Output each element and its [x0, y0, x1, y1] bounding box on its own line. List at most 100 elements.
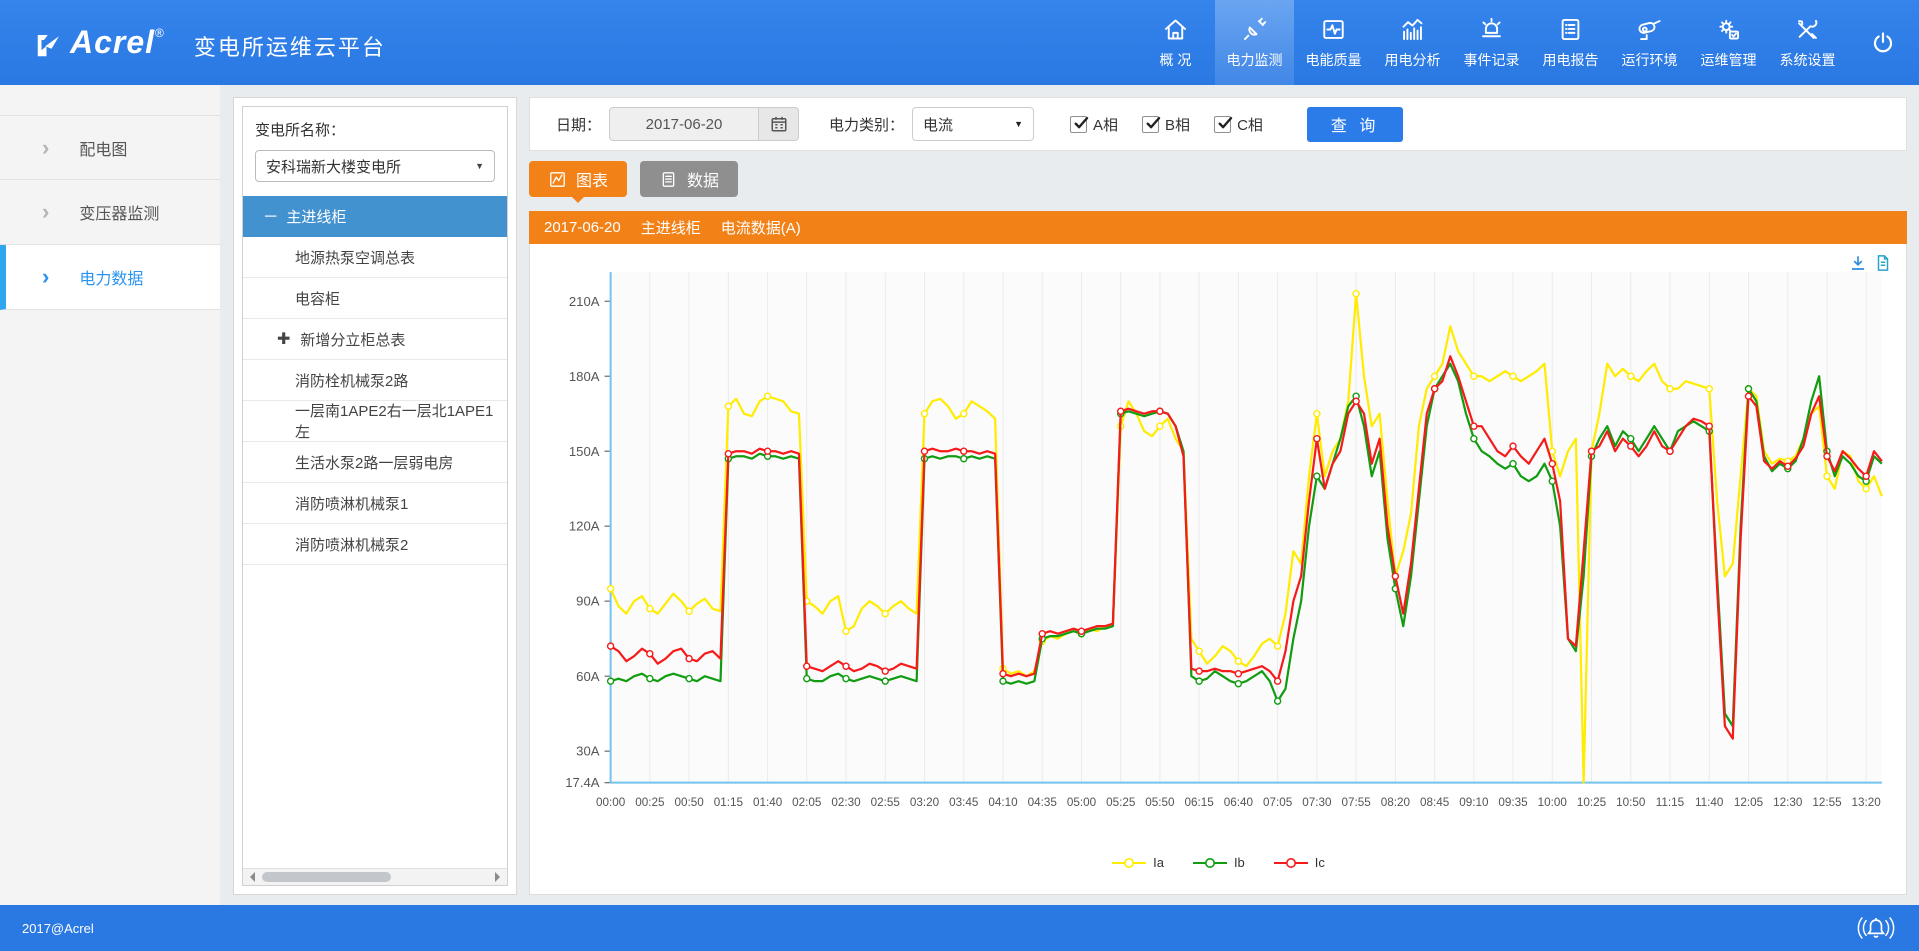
category-label: 电力类别： [829, 116, 905, 134]
tree-node[interactable]: ✚ 新增分立柜总表 [243, 319, 507, 360]
tree-node-label: 新增分立柜总表 [300, 331, 406, 349]
legend-marker-icon [1112, 857, 1147, 868]
nav-item-overview[interactable]: 概 况 [1136, 0, 1215, 85]
svg-text:13:20: 13:20 [1852, 796, 1882, 809]
legend-marker-icon [1192, 857, 1227, 868]
logo-registered-mark: ® [155, 26, 164, 40]
scrollbar-track[interactable] [260, 869, 490, 885]
sidebar-item-power-data[interactable]: › 电力数据 [0, 245, 220, 310]
checkbox-box[interactable] [1214, 115, 1233, 133]
line-chart[interactable]: 00:00 00:25 00:50 01:15 01:40 02:05 02:30 02:55… [542, 258, 1894, 853]
chart-card: 00:00 00:25 00:50 01:15 01:40 02:05 02:30 02:55… [529, 244, 1907, 895]
checkbox-box[interactable] [1070, 115, 1089, 133]
calendar-button[interactable] [759, 107, 800, 141]
svg-text:11:40: 11:40 [1695, 796, 1724, 809]
chevron-down-icon: ▼ [475, 161, 484, 171]
logout-button[interactable] [1847, 30, 1919, 56]
svg-text:210A: 210A [569, 294, 600, 309]
nav-item-power-quality[interactable]: 电能质量 [1294, 0, 1373, 85]
svg-text:12:55: 12:55 [1812, 796, 1842, 809]
power-category-select[interactable]: 电流 ▼ [912, 107, 1035, 141]
query-toolbar: 日期： 2017-06-20 电力类别： 电流 ▼ A相 B相 [529, 97, 1907, 151]
svg-text:05:50: 05:50 [1145, 796, 1175, 809]
svg-text:04:35: 04:35 [1028, 796, 1058, 809]
legend-item-Ia[interactable]: Ia [1111, 855, 1164, 870]
tree-horizontal-scrollbar[interactable] [243, 868, 507, 885]
svg-text:02:30: 02:30 [831, 796, 861, 809]
svg-text:17.4A: 17.4A [565, 775, 600, 790]
legend-item-Ib[interactable]: Ib [1192, 855, 1245, 870]
tree-node[interactable]: 电容柜 [243, 278, 507, 319]
station-select-value: 安科瑞新大楼变电所 [266, 158, 402, 176]
tree-node[interactable]: 消防喷淋机械泵2 [243, 524, 507, 565]
chart-legend: Ia Ib Ic [542, 855, 1894, 870]
left-sidebar: › 配电图 › 变压器监测 › 电力数据 [0, 85, 220, 905]
nav-item-energy-report[interactable]: 用电报告 [1531, 0, 1610, 85]
svg-text:00:00: 00:00 [596, 796, 626, 809]
checkbox-phase-b[interactable]: B相 [1142, 114, 1190, 135]
tree-node[interactable]: ─ 主进线柜 [243, 196, 507, 237]
power-quality-icon [1320, 16, 1347, 43]
scrollbar-thumb[interactable] [262, 872, 391, 882]
nav-item-maintenance[interactable]: 运维管理 [1689, 0, 1768, 85]
nav-item-environment[interactable]: 运行环境 [1610, 0, 1689, 85]
nav-item-event-log[interactable]: 事件记录 [1452, 0, 1531, 85]
date-input[interactable]: 2017-06-20 [609, 107, 760, 141]
copyright-text: 2017@Acrel [22, 920, 94, 936]
sidebar-item-distribution-diagram[interactable]: › 配电图 [0, 115, 220, 180]
chevron-down-icon: ▼ [1014, 119, 1024, 129]
svg-text:12:30: 12:30 [1773, 796, 1803, 809]
device-tree-list: ─ 主进线柜地源热泵空调总表 电容柜 ✚ 新增分立柜总表消防栓机械泵2路 一层南1APE2… [243, 196, 507, 868]
export-file-icon[interactable] [1874, 254, 1892, 272]
device-tree-panel: 变电所名称： 安科瑞新大楼变电所 ▼ ─ 主进线柜 地源热泵空调总表 电容柜 ✚ 新增分立… [233, 97, 517, 895]
checkbox-phase-c[interactable]: C相 [1214, 114, 1263, 135]
tree-node[interactable]: 消防栓机械泵2路 [243, 360, 507, 401]
svg-text:02:05: 02:05 [792, 796, 822, 809]
brand-logo: Acrel ® [34, 24, 164, 61]
checkbox-box[interactable] [1142, 115, 1161, 133]
date-value: 2017-06-20 [645, 115, 723, 133]
svg-text:00:50: 00:50 [674, 796, 704, 809]
svg-text:08:45: 08:45 [1420, 796, 1450, 809]
nav-item-energy-analysis[interactable]: 用电分析 [1373, 0, 1452, 85]
svg-text:05:25: 05:25 [1106, 796, 1136, 809]
checkbox-phase-a[interactable]: A相 [1070, 114, 1118, 135]
svg-text:06:40: 06:40 [1224, 796, 1254, 809]
chevron-right-icon: › [42, 199, 50, 224]
tree-node-label: 主进线柜 [286, 209, 347, 226]
scroll-right-arrow-icon[interactable] [490, 869, 507, 886]
tree-node[interactable]: 生活水泵2路一层弱电房 [243, 442, 507, 483]
legend-item-Ic[interactable]: Ic [1273, 855, 1325, 870]
scroll-left-arrow-icon[interactable] [243, 869, 260, 886]
expand-plus-icon[interactable]: ✚ [277, 331, 291, 348]
svg-text:10:50: 10:50 [1616, 796, 1646, 809]
svg-text:01:15: 01:15 [714, 796, 744, 809]
tree-node[interactable]: 消防喷淋机械泵1 [243, 483, 507, 524]
data-table-icon [659, 170, 678, 189]
nav-item-label: 运行环境 [1621, 51, 1678, 68]
svg-text:11:15: 11:15 [1656, 796, 1685, 809]
download-icon[interactable] [1849, 254, 1867, 272]
nav-item-settings[interactable]: 系统设置 [1768, 0, 1847, 85]
tab-data[interactable]: 数据 [640, 161, 739, 197]
nav-item-label: 系统设置 [1779, 51, 1836, 68]
tab-chart[interactable]: 图表 [529, 161, 628, 203]
notification-bell-icon[interactable] [1855, 913, 1897, 943]
line-chart-icon [548, 170, 567, 189]
nav-item-label: 用电分析 [1384, 51, 1441, 68]
logo-text: Acrel [70, 24, 156, 60]
nav-item-label: 电力监测 [1226, 51, 1283, 68]
svg-text:03:20: 03:20 [910, 796, 940, 809]
legend-label: Ic [1314, 855, 1325, 871]
tree-node[interactable]: 一层南1APE2右一层北1APE1左 [243, 401, 507, 442]
acrel-logo-icon [37, 35, 59, 57]
checkbox-label: C相 [1237, 116, 1263, 134]
nav-item-power-monitoring[interactable]: 电力监测 [1215, 0, 1294, 85]
station-select[interactable]: 安科瑞新大楼变电所 ▼ [255, 150, 495, 182]
page-body: › 配电图 › 变压器监测 › 电力数据 变电所名称： 安科瑞新大楼变电所 ▼ ─ 主… [0, 85, 1919, 905]
collapse-minus-icon[interactable]: ─ [265, 207, 277, 225]
svg-text:10:00: 10:00 [1538, 796, 1568, 809]
query-button[interactable]: 查 询 [1306, 106, 1404, 142]
tree-node[interactable]: 地源热泵空调总表 [243, 237, 507, 278]
sidebar-item-transformer-monitoring[interactable]: › 变压器监测 [0, 180, 220, 245]
